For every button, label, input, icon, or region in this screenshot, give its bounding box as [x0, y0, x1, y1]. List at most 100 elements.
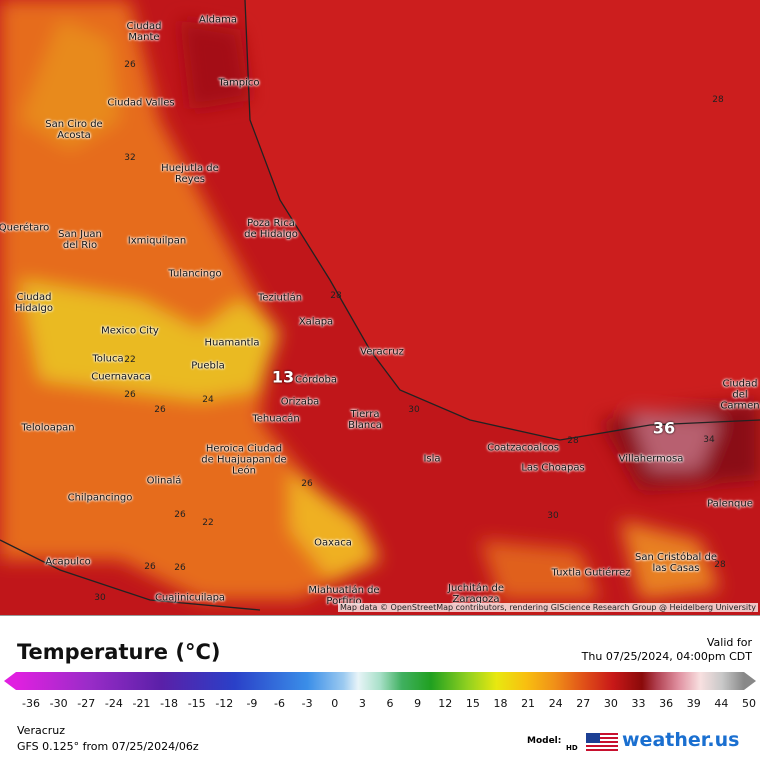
- city-label: Chilpancingo: [67, 492, 133, 504]
- brand: weather.us: [622, 729, 740, 751]
- colorbar-tick-label: -21: [132, 697, 151, 710]
- colorbar-tick-label: -36: [22, 697, 40, 710]
- colorbar-tick-label: -9: [246, 697, 258, 710]
- city-label: Tehuacán: [252, 413, 300, 425]
- colorbar-tick-label: 33: [631, 697, 646, 710]
- colorbar-tick-label: -6: [274, 697, 286, 710]
- city-label: Palenque: [707, 498, 753, 510]
- contour-label: 26: [301, 479, 313, 489]
- colorbar-tick-label: -12: [215, 697, 234, 710]
- contour-label: 26: [174, 563, 186, 573]
- model-label: Model:: [527, 736, 562, 746]
- colorbar-tick-label: -24: [104, 697, 123, 710]
- city-label: Heroica Ciudad de Huajuapan de León: [201, 443, 287, 477]
- attribution: Map data © OpenStreetMap contributors, r…: [338, 603, 758, 612]
- city-label: Oaxaca: [314, 537, 352, 549]
- city-label: Puebla: [191, 360, 225, 372]
- contour-label: 30: [94, 593, 106, 603]
- city-label: Tuxtla Gutiérrez: [551, 567, 631, 579]
- city-label: Ciudad Valles: [107, 97, 175, 109]
- city-label: Toluca: [92, 353, 124, 365]
- colorbar-tick-label: 27: [576, 697, 591, 710]
- location: Veracruz: [17, 724, 66, 737]
- contour-label: 28: [712, 95, 724, 105]
- contour-label: 30: [547, 511, 559, 521]
- city-label: Mexico City: [101, 325, 159, 337]
- colorbar-tick-label: -18: [160, 697, 179, 710]
- colorbar-tick-label: 36: [659, 697, 674, 710]
- city-label: Huejutla de Reyes: [161, 163, 219, 185]
- colorbar-tick-label: 3: [358, 697, 366, 710]
- city-label: Orizaba: [280, 396, 320, 408]
- colorbar-tick-label: 0: [331, 697, 339, 710]
- city-label: Miahuatlán de Porfirio: [308, 585, 380, 607]
- city-label: San Juan del Rio: [58, 229, 102, 251]
- contour-label: 36: [652, 418, 676, 438]
- colorbar-tick-label: -3: [301, 697, 313, 710]
- city-label: Querétaro: [0, 222, 50, 234]
- contour-label: 34: [703, 435, 715, 445]
- colorbar-tick-label: 24: [548, 697, 563, 710]
- city-label: Cuernavaca: [91, 371, 151, 383]
- city-label: Aldama: [199, 14, 237, 26]
- city-label: Córdoba: [295, 374, 337, 386]
- contour-label: 26: [144, 562, 156, 572]
- city-label: Coatzacoalcos: [487, 442, 559, 454]
- colorbar-tick-label: -15: [187, 697, 206, 710]
- city-label: Xalapa: [298, 316, 334, 328]
- city-label: Ciudad Hidalgo: [14, 292, 54, 314]
- city-label: Olinalá: [146, 475, 182, 487]
- city-label: Ciudad del Carmen: [720, 378, 760, 412]
- city-label: Huamantla: [204, 337, 260, 349]
- city-label: Villahermosa: [618, 453, 684, 465]
- city-label: Isla: [423, 453, 441, 465]
- colorbar-tick-label: -27: [77, 697, 96, 710]
- city-label: Ciudad Mante: [126, 21, 162, 43]
- city-label: Las Choapas: [521, 462, 585, 474]
- contour-label: 26: [154, 405, 166, 415]
- city-label: Cuajinicuilapa: [154, 592, 226, 604]
- contour-label: 32: [124, 153, 136, 163]
- contour-label: 24: [202, 395, 214, 405]
- hd-label: HD: [566, 744, 578, 752]
- valid-label: Valid for: [706, 636, 752, 649]
- city-label: Teziutlán: [257, 292, 303, 304]
- contour-label: 28: [330, 291, 342, 301]
- contour-label: 30: [408, 405, 420, 415]
- city-label: Ixmiquilpan: [127, 235, 187, 247]
- colorbar-tick-label: 39: [686, 697, 701, 710]
- city-label: Juchitán de Zaragoza: [448, 583, 504, 605]
- valid-time: Thu 07/25/2024, 04:00pm CDT: [581, 650, 752, 663]
- model-run: GFS 0.125° from 07/25/2024/06z: [17, 740, 199, 753]
- map-background: [0, 0, 760, 615]
- city-label: Poza Rica de Hidalgo: [244, 218, 298, 240]
- city-label: Acapulco: [45, 556, 91, 568]
- colorbar-tick-label: 18: [493, 697, 508, 710]
- colorbar-arrow: [744, 672, 756, 690]
- legend-panel: Temperature (°C) Valid for Thu 07/25/202…: [0, 615, 760, 761]
- colorbar-tick-label: 44: [714, 697, 729, 710]
- colorbar-tick-label: 15: [465, 697, 480, 710]
- city-label: Tulancingo: [168, 268, 222, 280]
- colorbar-tick-label: 50: [742, 697, 756, 710]
- city-label: Teloloapan: [21, 422, 75, 434]
- colorbar: [16, 672, 744, 690]
- flag-icon: [586, 733, 618, 753]
- colorbar-tick-label: 30: [603, 697, 618, 710]
- city-label: Tierra Blanca: [348, 409, 382, 431]
- map: Aldama Ciudad Mante Tampico Ciudad Valles Sa…: [0, 0, 760, 615]
- colorbar-tick-label: 6: [386, 697, 394, 710]
- contour-label: 22: [124, 355, 136, 365]
- colorbar-tick-label: -30: [49, 697, 68, 710]
- contour-label: 28: [567, 436, 579, 446]
- city-label: San Ciro de Acosta: [45, 119, 103, 141]
- city-label: Tampico: [218, 77, 260, 89]
- colorbar-tick-label: 12: [438, 697, 453, 710]
- contour-label: 28: [714, 560, 726, 570]
- contour-label: 22: [202, 518, 214, 528]
- colorbar-tick-label: 9: [414, 697, 422, 710]
- contour-label: 26: [124, 60, 136, 70]
- city-label: San Cristóbal de las Casas: [634, 552, 718, 574]
- legend-title: Temperature (°C): [17, 640, 221, 664]
